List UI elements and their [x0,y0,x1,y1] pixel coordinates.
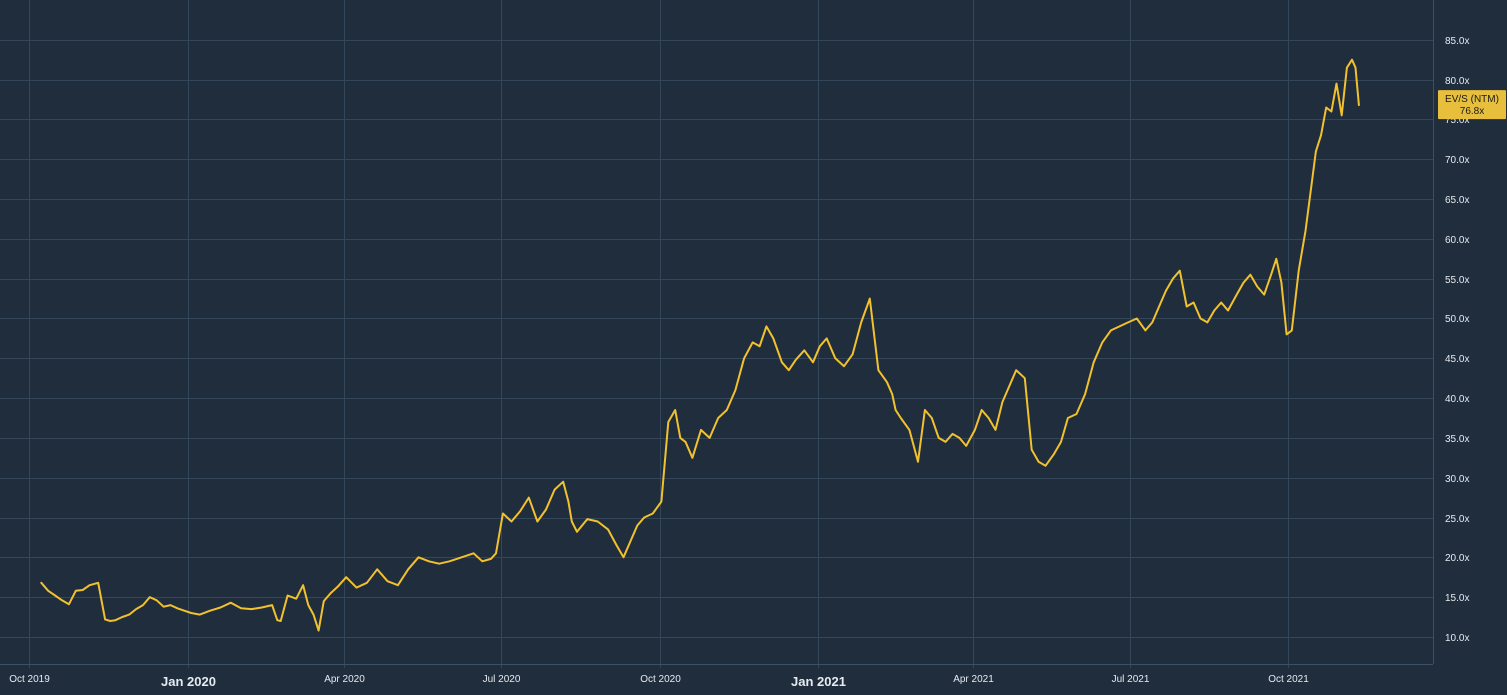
series-line [40,58,1360,632]
y-tick-label: 60.0x [1445,235,1469,246]
y-tick-label: 25.0x [1445,514,1469,525]
last-value-badge-name: EV/S (NTM) [1445,94,1499,105]
y-tick-label: 15.0x [1445,593,1469,604]
x-tick-label: Jan 2021 [791,674,846,689]
y-tick-label: 70.0x [1445,155,1469,166]
y-tick-label: 40.0x [1445,394,1469,405]
last-value-badge: EV/S (NTM) 76.8x [1438,90,1506,120]
y-tick-label: 80.0x [1445,76,1469,87]
y-tick-label: 75.0x [1445,115,1469,126]
grid-layer [0,0,1433,668]
series-layer [40,58,1360,632]
y-tick-label: 85.0x [1445,36,1469,47]
x-tick-label: Oct 2021 [1268,674,1309,685]
y-tick-label: 55.0x [1445,275,1469,286]
last-value-badge-value: 76.8x [1460,106,1484,117]
y-tick-label: 45.0x [1445,354,1469,365]
x-tick-label: Apr 2020 [324,674,365,685]
y-tick-label: 30.0x [1445,474,1469,485]
last-value-badge-bg [1438,90,1506,120]
x-tick-label: Jan 2020 [161,674,216,689]
y-tick-label: 65.0x [1445,195,1469,206]
x-tick-label: Jul 2021 [1112,674,1150,685]
axis-layer: 10.0x 15.0x 20.0x 25.0x 30.0x 35.0x 40.0x 45.0x… [0,0,1469,689]
x-tick-label: Oct 2020 [640,674,681,685]
x-tick-label: Apr 2021 [953,674,994,685]
y-tick-label: 35.0x [1445,434,1469,445]
y-tick-label: 50.0x [1445,314,1469,325]
y-tick-label: 10.0x [1445,633,1469,644]
x-tick-label: Oct 2019 [9,674,50,685]
y-tick-label: 20.0x [1445,553,1469,564]
x-tick-label: Jul 2020 [483,674,521,685]
